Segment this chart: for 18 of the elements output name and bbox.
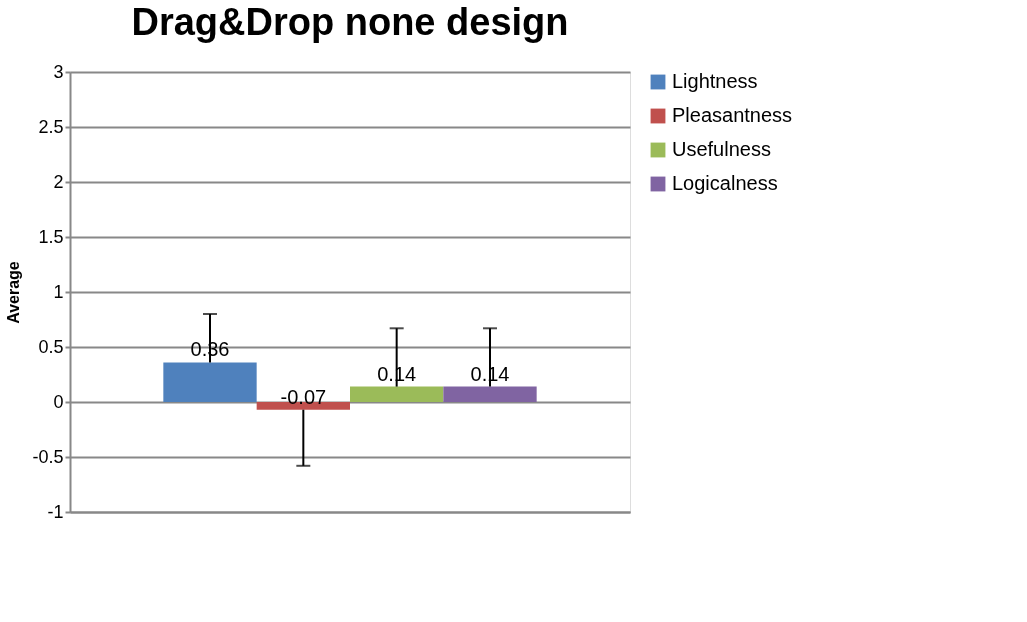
legend-label: Logicalness [672,172,778,194]
y-tick-label: 2.5 [38,116,64,137]
bar [350,386,444,402]
y-tick-label: -1 [47,501,64,522]
y-tick-label: 1 [53,281,64,302]
y-axis-title: Average [5,261,23,324]
y-tick-label: 0 [53,391,64,412]
legend-label: Pleasantness [672,104,793,126]
y-tick-label: -0.5 [32,446,64,467]
y-tick-label: 0.5 [38,336,64,357]
chart-title: Drag&Drop none design [131,1,569,43]
y-tick-label: 1.5 [38,226,64,247]
bar [443,386,537,402]
y-tick-label: 2 [53,171,64,192]
legend-label: Lightness [672,70,758,92]
bar [163,362,257,402]
legend-label: Usefulness [672,138,771,160]
y-tick-label: 3 [53,61,64,82]
